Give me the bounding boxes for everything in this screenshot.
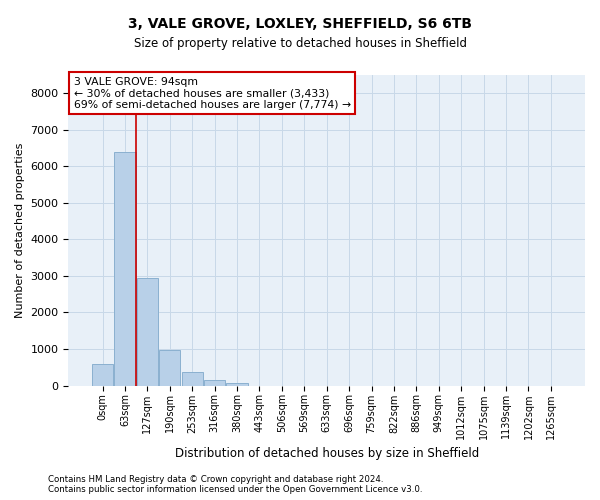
Text: 3 VALE GROVE: 94sqm
← 30% of detached houses are smaller (3,433)
69% of semi-det: 3 VALE GROVE: 94sqm ← 30% of detached ho… (74, 76, 350, 110)
Y-axis label: Number of detached properties: Number of detached properties (15, 142, 25, 318)
Text: Size of property relative to detached houses in Sheffield: Size of property relative to detached ho… (133, 38, 467, 51)
Bar (92, 364, 113, 386)
Bar (159, 350, 181, 386)
Bar (204, 380, 225, 386)
X-axis label: Distribution of detached houses by size in Sheffield: Distribution of detached houses by size … (175, 447, 479, 460)
Text: Contains public sector information licensed under the Open Government Licence v3: Contains public sector information licen… (48, 485, 422, 494)
Bar (137, 278, 158, 386)
Bar (115, 152, 136, 386)
Text: Contains HM Land Registry data © Crown copyright and database right 2024.: Contains HM Land Registry data © Crown c… (48, 475, 383, 484)
Bar (226, 382, 248, 386)
Bar (182, 372, 203, 386)
Text: 3, VALE GROVE, LOXLEY, SHEFFIELD, S6 6TB: 3, VALE GROVE, LOXLEY, SHEFFIELD, S6 6TB (128, 18, 472, 32)
